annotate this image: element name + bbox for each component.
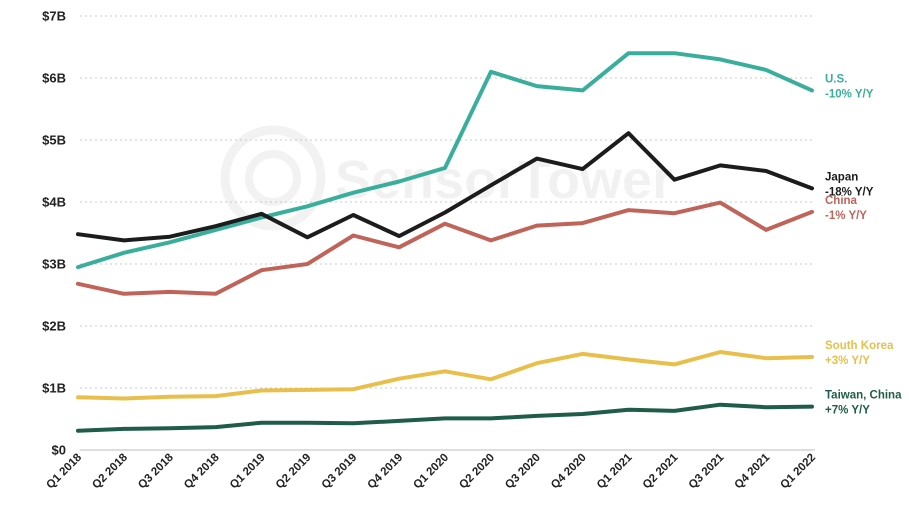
series-line-taiwan-china <box>76 402 814 433</box>
x-tick-label: Q4 2019 <box>366 452 406 492</box>
y-tick-label: $1B <box>42 381 66 396</box>
watermark-logo-icon <box>220 125 326 231</box>
y-axis-ticks: $0 $1B $2B $3B $4B $5B $6B $7B <box>42 9 66 458</box>
x-tick-label: Q4 2018 <box>182 451 222 491</box>
x-tick-label: Q2 2020 <box>457 452 497 492</box>
x-tick-label: Q2 2021 <box>641 451 681 491</box>
x-tick-label: Q3 2021 <box>687 451 727 491</box>
x-tick-label: Q1 2021 <box>595 451 635 491</box>
x-tick-label: Q3 2020 <box>503 452 543 492</box>
x-tick-label: Q2 2019 <box>274 452 314 492</box>
x-tick-label: Q3 2018 <box>136 451 176 491</box>
x-axis-ticks: Q1 2018 Q2 2018 Q3 2018 Q4 2018 Q1 2019 Q2 20… <box>44 451 818 491</box>
series-change-taiwan-china: +7% Y/Y <box>825 405 870 417</box>
x-tick-label: Q2 2018 <box>90 451 130 491</box>
x-tick-label: Q1 2022 <box>778 452 818 492</box>
series-change-japan: -18% Y/Y <box>825 186 874 198</box>
y-tick-label: $3B <box>42 257 66 272</box>
y-tick-label: $7B <box>42 9 66 24</box>
y-tick-label: $5B <box>42 133 66 148</box>
y-tick-label: $4B <box>42 195 66 210</box>
series-label-south-korea: South Korea <box>825 340 894 352</box>
x-tick-label: Q4 2021 <box>733 451 773 491</box>
series-label-u-s: U.S. <box>825 73 847 85</box>
series-label-taiwan-china: Taiwan, China <box>825 390 902 402</box>
series-change-china: -1% Y/Y <box>825 210 867 222</box>
series-line-u-s <box>76 51 814 270</box>
series-lines <box>76 51 814 433</box>
series-line-china <box>76 200 814 296</box>
series-change-south-korea: +3% Y/Y <box>825 355 870 367</box>
x-tick-label: Q3 2019 <box>320 452 360 492</box>
series-label-japan: Japan <box>825 171 858 183</box>
series-line-japan <box>76 131 814 243</box>
series-change-u-s: -10% Y/Y <box>825 88 874 100</box>
x-tick-label: Q4 2020 <box>549 452 589 492</box>
x-tick-label: Q1 2020 <box>411 452 451 492</box>
watermark: SensorTower <box>220 125 673 231</box>
series-label-china: China <box>825 195 858 207</box>
y-tick-label: $6B <box>42 71 66 86</box>
series-line-south-korea <box>76 350 814 401</box>
y-tick-label: $2B <box>42 319 66 334</box>
watermark-logo-inner <box>245 150 301 206</box>
y-tick-label: $0 <box>52 443 66 458</box>
x-tick-label: Q1 2019 <box>228 452 268 492</box>
gridlines <box>80 15 815 451</box>
watermark-text: SensorTower <box>335 150 673 210</box>
